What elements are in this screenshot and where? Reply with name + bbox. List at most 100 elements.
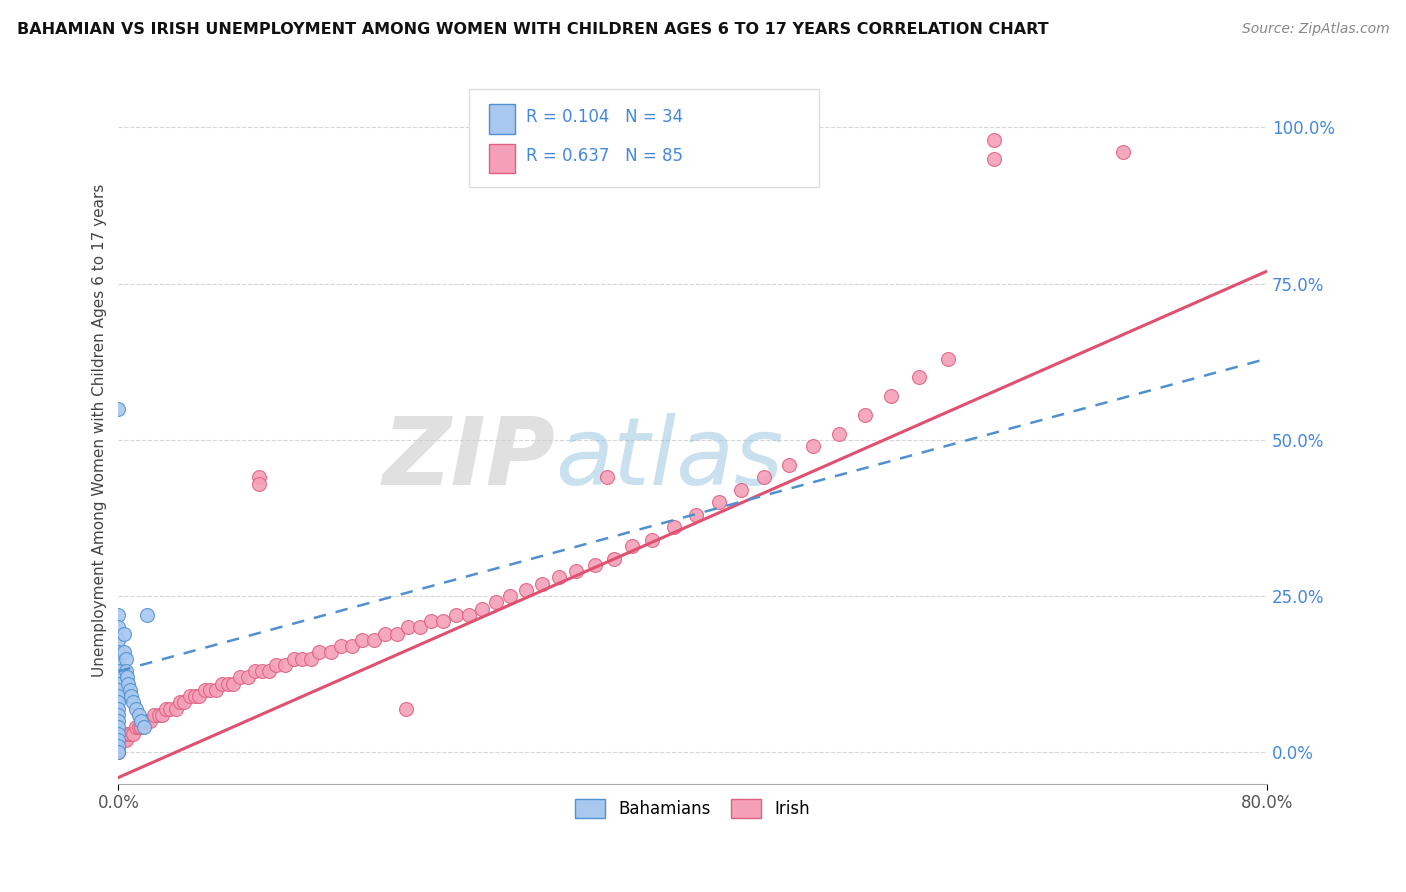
Point <box>444 607 467 622</box>
Point <box>107 746 129 760</box>
Point <box>120 690 142 704</box>
Point <box>283 651 305 665</box>
Text: R = 0.637   N = 85: R = 0.637 N = 85 <box>526 146 683 165</box>
Point <box>801 439 824 453</box>
Point <box>828 426 851 441</box>
Point <box>247 476 270 491</box>
Point <box>124 702 146 716</box>
Point <box>134 721 156 735</box>
Point <box>515 582 537 597</box>
Point <box>115 671 138 685</box>
Point <box>420 614 443 628</box>
Point <box>118 727 141 741</box>
Point <box>983 133 1005 147</box>
Point <box>342 639 364 653</box>
Point <box>139 714 162 729</box>
Point <box>183 690 205 704</box>
Point <box>136 714 159 729</box>
Point <box>136 607 159 622</box>
Point <box>150 708 173 723</box>
Point <box>118 683 141 698</box>
Point <box>236 671 259 685</box>
Point <box>432 614 454 628</box>
Point <box>299 651 322 665</box>
Point <box>329 639 352 653</box>
Point <box>124 721 146 735</box>
Point <box>143 708 166 723</box>
Point <box>274 657 297 672</box>
Point <box>128 708 150 723</box>
Point <box>131 714 153 729</box>
Point <box>131 721 153 735</box>
Point <box>159 702 181 716</box>
Point <box>662 520 685 534</box>
Point <box>530 576 553 591</box>
Point <box>107 671 129 685</box>
Point <box>602 551 624 566</box>
Point <box>155 702 177 716</box>
Point <box>107 683 129 698</box>
Point <box>107 607 129 622</box>
Point <box>243 664 266 678</box>
Point <box>114 651 136 665</box>
Point <box>754 470 776 484</box>
Point <box>1313 145 1336 160</box>
Point <box>595 470 617 484</box>
Point <box>396 620 419 634</box>
Point <box>499 589 522 603</box>
Point <box>211 677 233 691</box>
Point <box>394 702 416 716</box>
Point <box>107 664 129 678</box>
Point <box>385 626 408 640</box>
Point <box>222 677 245 691</box>
Point <box>112 645 135 659</box>
Text: Source: ZipAtlas.com: Source: ZipAtlas.com <box>1241 22 1389 37</box>
Point <box>107 645 129 659</box>
Point <box>165 702 187 716</box>
Point <box>169 696 191 710</box>
Bar <box>489 144 515 173</box>
Bar <box>489 104 515 134</box>
Point <box>1112 145 1135 160</box>
Point <box>107 708 129 723</box>
Text: ZIP: ZIP <box>382 413 555 505</box>
Point <box>291 651 314 665</box>
Point <box>114 664 136 678</box>
Point <box>107 739 129 754</box>
Point <box>179 690 201 704</box>
Point <box>485 595 508 609</box>
Point <box>778 458 800 472</box>
Point <box>457 607 479 622</box>
Point <box>134 714 156 729</box>
Point <box>107 746 129 760</box>
Point <box>936 351 959 366</box>
Point <box>107 401 129 416</box>
Point <box>707 495 730 509</box>
Point <box>173 696 195 710</box>
Text: BAHAMIAN VS IRISH UNEMPLOYMENT AMONG WOMEN WITH CHILDREN AGES 6 TO 17 YEARS CORR: BAHAMIAN VS IRISH UNEMPLOYMENT AMONG WOM… <box>17 22 1049 37</box>
Point <box>730 483 752 497</box>
Point <box>908 370 931 384</box>
Point <box>374 626 396 640</box>
Point <box>308 645 330 659</box>
Point <box>107 702 129 716</box>
Point <box>107 714 129 729</box>
Text: atlas: atlas <box>555 413 783 504</box>
Point <box>121 727 143 741</box>
Point <box>107 721 129 735</box>
Point <box>583 558 606 572</box>
Point <box>114 733 136 747</box>
Point <box>148 708 170 723</box>
Point <box>363 632 385 647</box>
Point <box>409 620 432 634</box>
Point <box>200 683 222 698</box>
Point <box>107 739 129 754</box>
Point <box>229 671 252 685</box>
Point <box>121 696 143 710</box>
Point <box>107 657 129 672</box>
Point <box>205 683 228 698</box>
FancyBboxPatch shape <box>468 89 820 187</box>
Point <box>266 657 288 672</box>
Point <box>319 645 342 659</box>
Point <box>471 601 494 615</box>
